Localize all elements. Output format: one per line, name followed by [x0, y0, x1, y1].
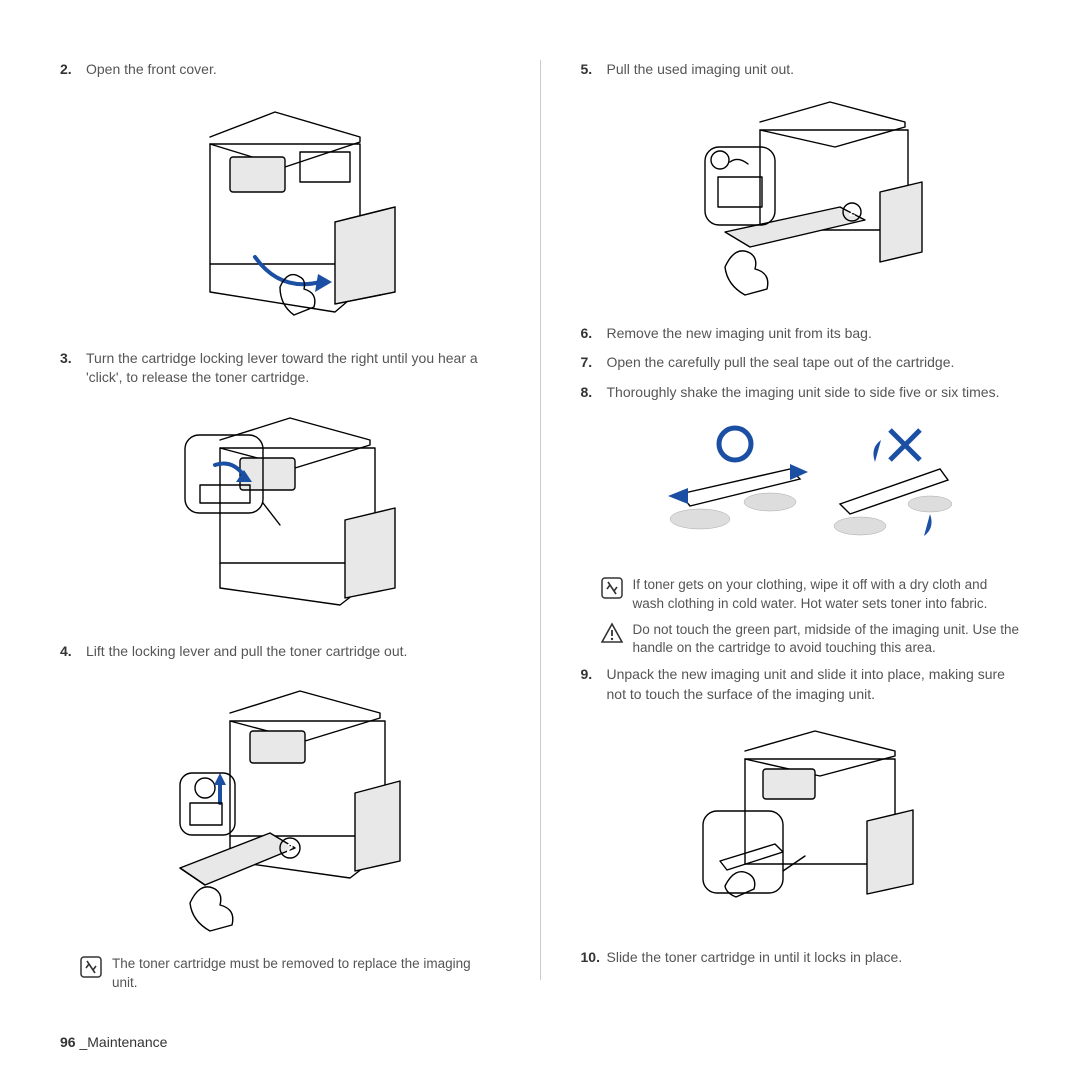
right-column: 5. Pull the used imaging unit out. 1 2 [581, 60, 1021, 1000]
step-4-number: 4. [60, 642, 86, 662]
two-column-layout: 2. Open the front cover. [60, 60, 1020, 1000]
svg-text:2: 2 [849, 205, 856, 219]
section-label: _Maintenance [79, 1034, 167, 1050]
step-2: 2. Open the front cover. [60, 60, 500, 80]
step-7-text: Open the carefully pull the seal tape ou… [607, 353, 1021, 373]
note-8b-text: Do not touch the green part, midside of … [633, 621, 1021, 657]
note-8a-text: If toner gets on your clothing, wipe it … [633, 576, 1021, 612]
illustration-step-4: 1 2 [60, 673, 500, 933]
warning-icon [601, 622, 623, 644]
step-7: 7. Open the carefully pull the seal tape… [581, 353, 1021, 373]
svg-text:1: 1 [717, 153, 724, 167]
step-6-text: Remove the new imaging unit from its bag… [607, 324, 1021, 344]
step-10-text: Slide the toner cartridge in until it lo… [607, 948, 1021, 968]
step-3: 3. Turn the cartridge locking lever towa… [60, 349, 500, 388]
step-6-number: 6. [581, 324, 607, 344]
step-9-number: 9. [581, 665, 607, 704]
note-step-8a: If toner gets on your clothing, wipe it … [601, 576, 1021, 612]
step-10: 10. Slide the toner cartridge in until i… [581, 948, 1021, 968]
step-6: 6. Remove the new imaging unit from its … [581, 324, 1021, 344]
step-10-number: 10. [581, 948, 607, 968]
step-8-text: Thoroughly shake the imaging unit side t… [607, 383, 1021, 403]
step-7-number: 7. [581, 353, 607, 373]
note-icon [601, 577, 623, 599]
illustration-step-8 [581, 414, 1021, 554]
step-4: 4. Lift the locking lever and pull the t… [60, 642, 500, 662]
svg-text:2: 2 [286, 841, 293, 855]
step-5-number: 5. [581, 60, 607, 80]
step-2-number: 2. [60, 60, 86, 80]
step-9: 9. Unpack the new imaging unit and slide… [581, 665, 1021, 704]
step-8: 8. Thoroughly shake the imaging unit sid… [581, 383, 1021, 403]
illustration-step-5: 1 2 [581, 92, 1021, 302]
page-number: 96 [60, 1034, 76, 1050]
step-5: 5. Pull the used imaging unit out. [581, 60, 1021, 80]
note-step-4: The toner cartridge must be removed to r… [80, 955, 500, 991]
step-3-number: 3. [60, 349, 86, 388]
warning-step-8b: Do not touch the green part, midside of … [601, 621, 1021, 657]
illustration-step-2 [60, 92, 500, 327]
svg-text:1: 1 [201, 781, 208, 795]
step-8-number: 8. [581, 383, 607, 403]
illustration-step-9 [581, 716, 1021, 926]
note-icon [80, 956, 102, 978]
column-divider [540, 60, 541, 980]
step-3-text: Turn the cartridge locking lever toward … [86, 349, 500, 388]
step-5-text: Pull the used imaging unit out. [607, 60, 1021, 80]
note-4-text: The toner cartridge must be removed to r… [112, 955, 500, 991]
illustration-step-3 [60, 400, 500, 620]
page-footer: 96 _Maintenance [60, 1034, 167, 1050]
step-4-text: Lift the locking lever and pull the tone… [86, 642, 500, 662]
step-2-text: Open the front cover. [86, 60, 500, 80]
left-column: 2. Open the front cover. [60, 60, 500, 1000]
step-9-text: Unpack the new imaging unit and slide it… [607, 665, 1021, 704]
